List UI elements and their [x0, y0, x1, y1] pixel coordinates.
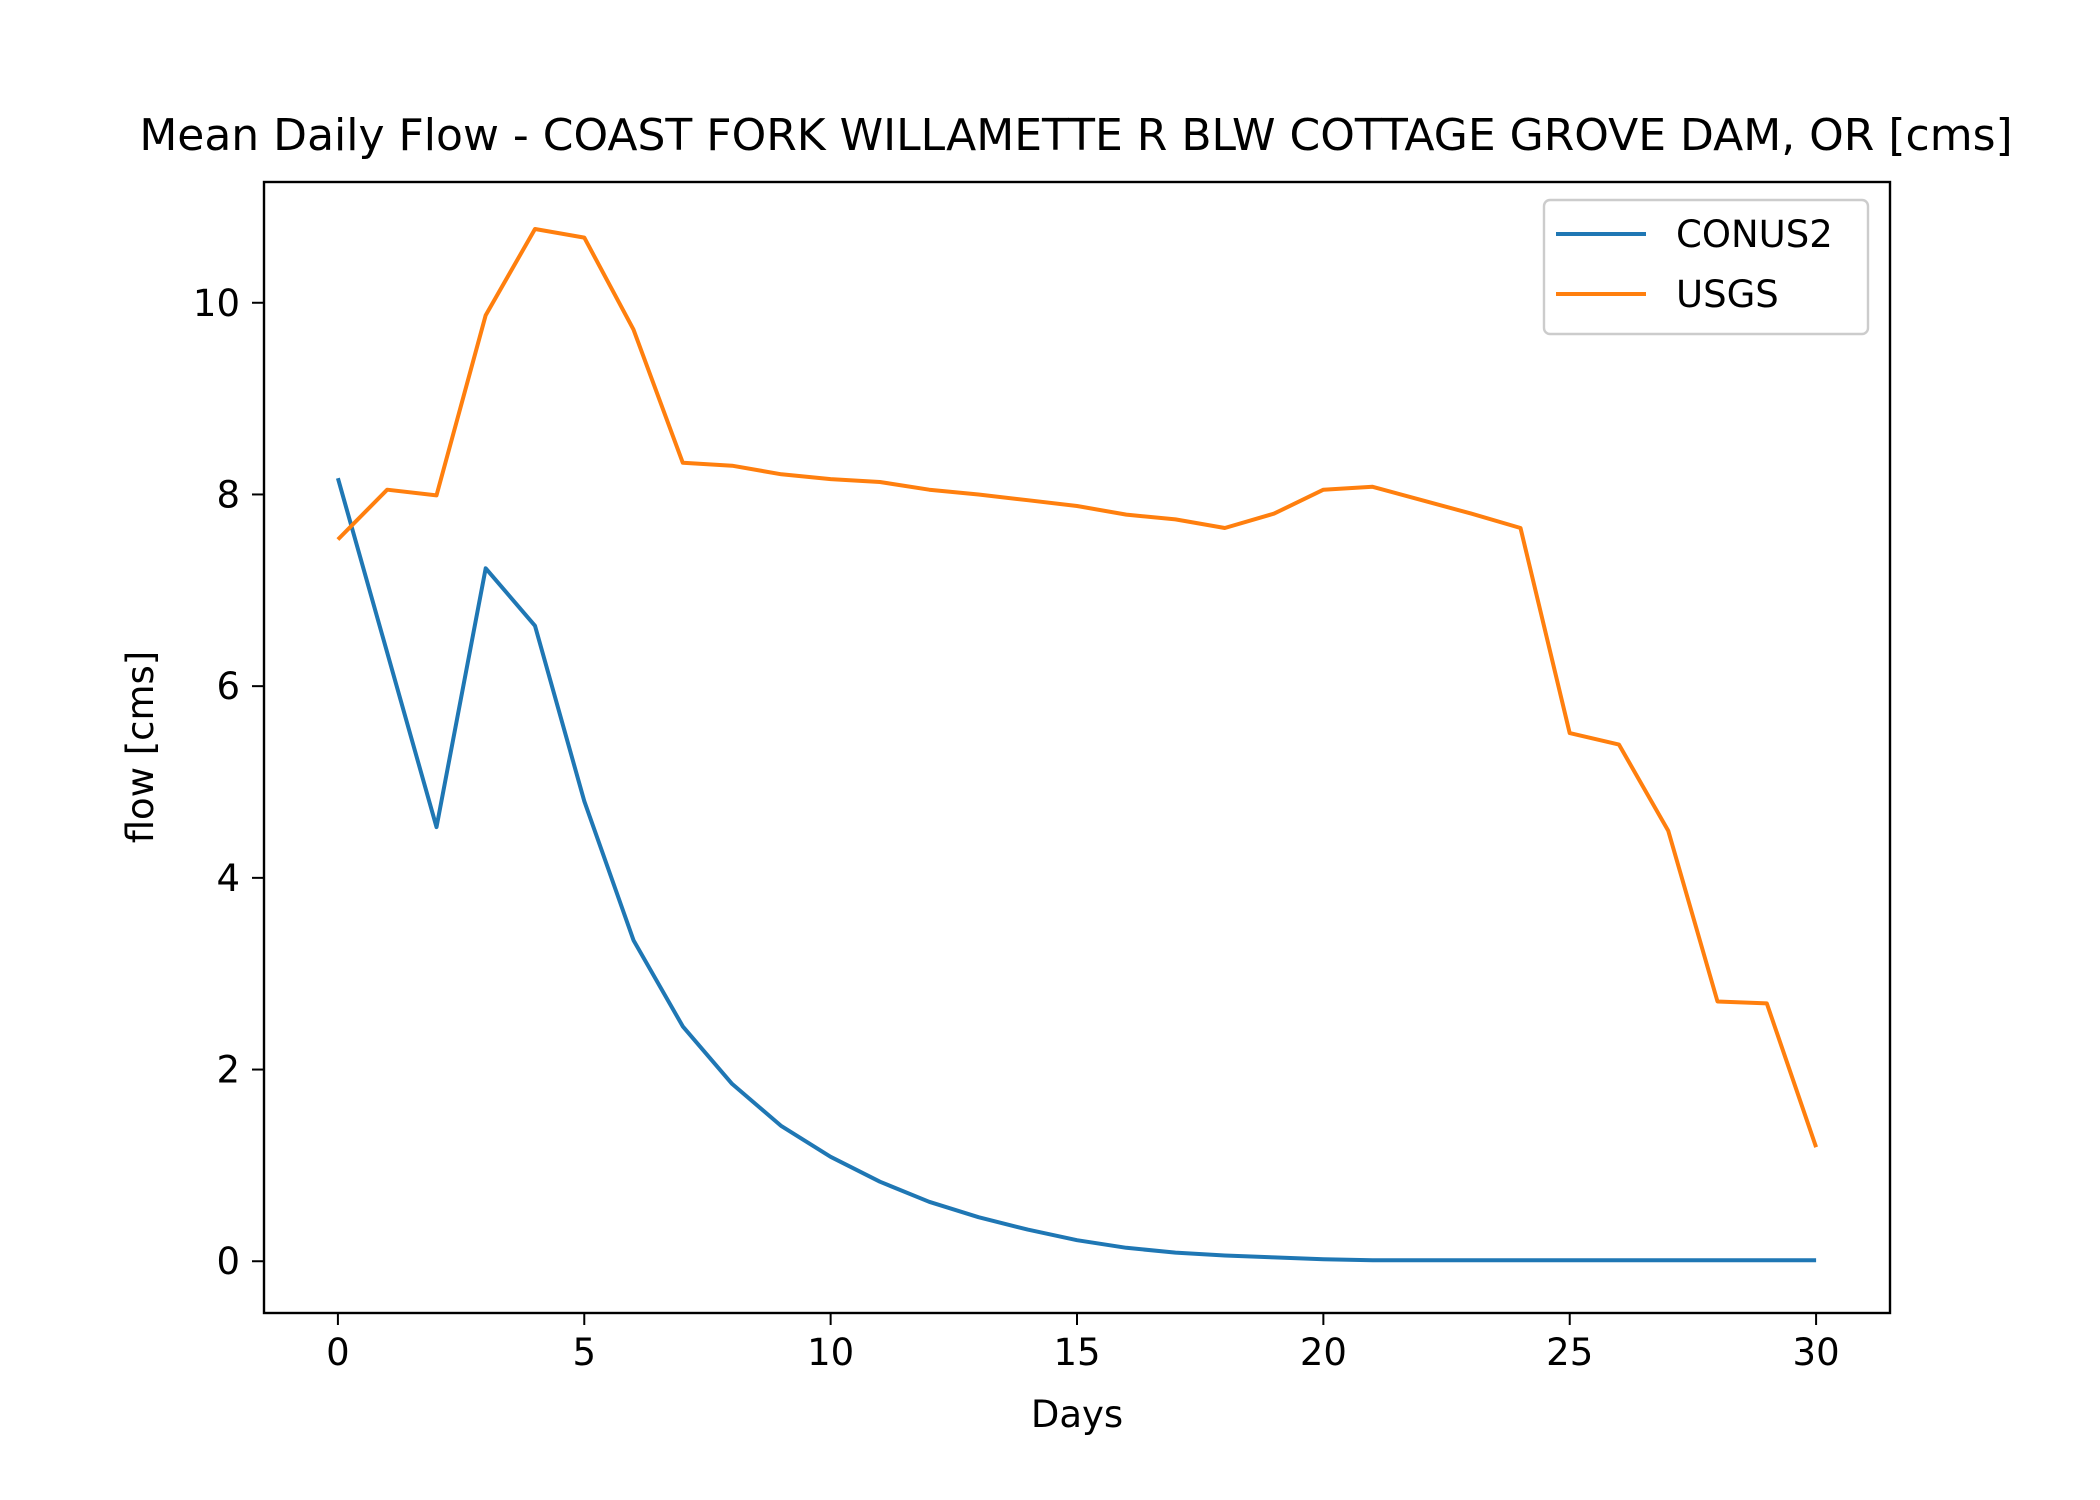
y-tick-label: 4 [216, 857, 240, 900]
x-tick-label: 5 [572, 1331, 596, 1374]
legend-label-conus2: CONUS2 [1676, 213, 1833, 256]
plot-area [262, 180, 1892, 1315]
y-tick-label: 10 [193, 282, 240, 325]
x-tick-label: 30 [1793, 1331, 1840, 1374]
x-tick-label: 15 [1053, 1331, 1100, 1374]
y-tick-label: 6 [216, 665, 240, 708]
y-tick-label: 0 [216, 1240, 240, 1283]
legend-label-usgs: USGS [1676, 273, 1779, 316]
x-axis-label: Days [1031, 1393, 1123, 1436]
x-tick-label: 10 [807, 1331, 854, 1374]
chart-title: Mean Daily Flow - COAST FORK WILLAMETTE … [139, 110, 2012, 161]
x-tick-label: 20 [1300, 1331, 1347, 1374]
y-axis: 0 2 4 6 8 10 [193, 282, 264, 1283]
x-tick-label: 25 [1546, 1331, 1593, 1374]
series-layer [335, 227, 1818, 1263]
x-axis: 0 5 10 15 20 25 30 [326, 1313, 1840, 1374]
series-line-conus2 [335, 477, 1817, 1263]
series-line-usgs [336, 227, 1818, 1148]
y-tick-label: 8 [216, 473, 240, 516]
y-tick-label: 2 [216, 1049, 240, 1092]
x-tick-label: 0 [326, 1331, 350, 1374]
legend: CONUS2 USGS [1542, 198, 1870, 336]
y-axis-label: flow [cms] [119, 651, 162, 844]
